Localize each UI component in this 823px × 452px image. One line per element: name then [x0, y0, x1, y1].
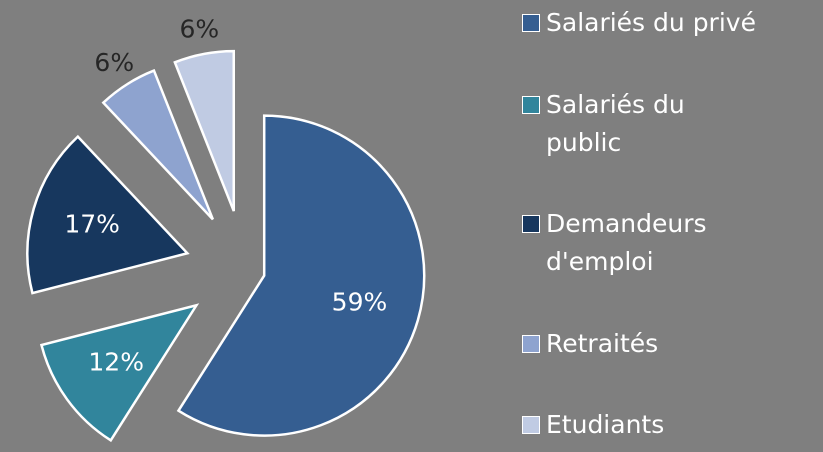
legend-swatch: [522, 215, 540, 233]
legend-label: Salariés du public: [546, 89, 685, 157]
data-label: 12%: [88, 348, 144, 377]
legend-label: Demandeurs d'emploi: [546, 209, 707, 276]
legend-item: Retraités: [522, 325, 817, 363]
pie-slice: [39, 303, 200, 443]
data-label: 17%: [64, 210, 120, 239]
data-label: 6%: [94, 48, 134, 77]
legend-swatch: [522, 416, 540, 434]
legend: Salariés du privé Salariés du public Deman…: [522, 4, 817, 444]
pie-slice: [173, 49, 236, 212]
legend-label: Etudiants: [546, 410, 665, 439]
legend-label: Salariés du privé: [546, 8, 756, 37]
legend-swatch: [522, 14, 540, 32]
legend-item: Salariés du privé: [522, 4, 817, 42]
legend-item: Etudiants: [522, 406, 817, 444]
pie-slice: [101, 68, 215, 221]
chart: 59% 12% 17% 6% 6%: [26, 14, 426, 443]
legend-label: Retraités: [546, 328, 659, 358]
legend-swatch: [522, 334, 540, 353]
pie-slice: [176, 114, 426, 437]
data-label: 59%: [332, 287, 388, 316]
legend-swatch: [522, 95, 540, 114]
pie-slice: [26, 134, 190, 295]
data-label: 6%: [179, 14, 219, 43]
legend-item: Demandeurs d'emploi: [522, 205, 817, 281]
legend-item: Salariés du public: [522, 86, 817, 162]
